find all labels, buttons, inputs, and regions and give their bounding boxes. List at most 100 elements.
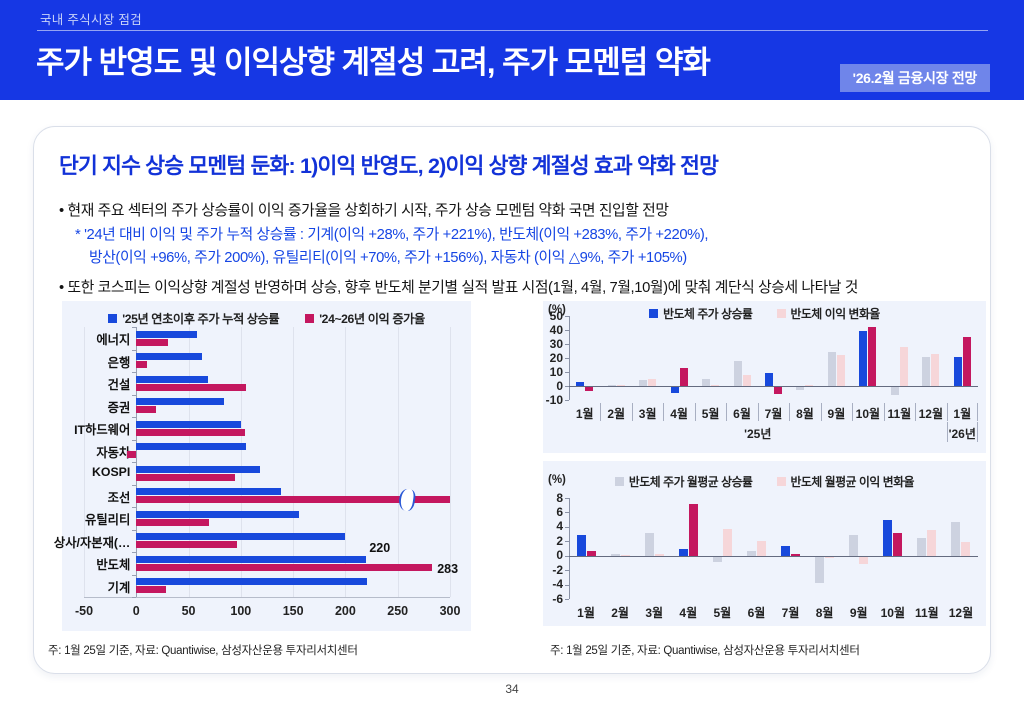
sub-bullet-line1: * '24년 대비 이익 및 주가 누적 상승률 : 기계(이익 +28%, 주… (75, 227, 709, 243)
bar (961, 542, 971, 556)
category-label: 상사/자본재(… (53, 535, 131, 550)
bar (962, 337, 971, 386)
bar (825, 556, 835, 558)
bar (670, 387, 679, 393)
y-tick-label: 40 (549, 322, 563, 337)
bar (827, 352, 836, 386)
month-label: 8월 (796, 407, 814, 421)
bar (756, 541, 766, 556)
y-axis-line (569, 316, 570, 400)
x-axis-line (84, 597, 450, 598)
sector-chart-legend: '25년 연초이후 주가 누적 상승률 '24~26년 이익 증가율 (62, 301, 471, 327)
bar (136, 383, 247, 391)
bar (742, 374, 751, 386)
y-tick (565, 316, 569, 317)
bar (922, 356, 931, 386)
month-label: 6월 (747, 606, 766, 620)
gridline (240, 327, 242, 597)
year-separator (946, 422, 948, 442)
category-label: 증권 (107, 400, 131, 415)
category-label: IT하드웨어 (74, 423, 131, 438)
category-axis-tick (132, 372, 137, 373)
x-tick-label: 50 (181, 604, 196, 618)
bar (805, 384, 814, 386)
y-tick-label: 4 (556, 519, 563, 534)
month-label: 9월 (827, 407, 846, 421)
month-label: 7월 (781, 606, 800, 620)
bar (765, 373, 773, 386)
bar (678, 548, 688, 556)
semis-monthly-chart-legend: 반도체 주가 상승률 반도체 이익 변화율 (543, 301, 986, 322)
semis-avg-chart-legend: 반도체 주가 월평균 상승률 반도체 월평균 이익 변화율 (543, 461, 986, 490)
gridline (397, 327, 399, 597)
bar (136, 496, 450, 504)
bar (585, 387, 594, 392)
y-tick (565, 498, 569, 499)
y-tick-label: -6 (552, 591, 563, 606)
bar (136, 488, 281, 496)
bar (136, 563, 433, 571)
edition-badge: '26.2월 금융시장 전망 (839, 64, 990, 92)
bar (648, 379, 657, 386)
month-separator (977, 403, 978, 421)
bar (136, 473, 235, 481)
month-separator (852, 403, 854, 421)
legend-item: 반도체 월평균 이익 변화율 (776, 473, 915, 490)
month-separator (694, 403, 696, 421)
bar (815, 556, 825, 584)
month-label: 4월 (670, 407, 688, 421)
legend-item: 반도체 주가 상승률 (649, 305, 753, 322)
month-label: 5월 (701, 407, 720, 421)
month-label: 3월 (645, 606, 664, 620)
bar (136, 541, 237, 549)
year-label: '26년 (948, 427, 976, 441)
legend-swatch (108, 313, 118, 323)
category-axis-tick (132, 552, 137, 553)
bar (791, 553, 801, 556)
year-label: '25년 (744, 427, 772, 441)
bar (586, 550, 596, 556)
month-label: 10월 (880, 606, 905, 620)
gridline (450, 327, 451, 597)
bar (136, 361, 147, 369)
category-axis-tick (132, 417, 137, 418)
legend-swatch (776, 309, 786, 318)
bullet-2: • 또한 코스피는 이익상향 계절성 반영하며 상승, 향후 반도체 분기별 실… (59, 280, 858, 296)
bar (711, 384, 720, 386)
legend-swatch (776, 477, 786, 486)
bar (774, 387, 782, 394)
bar (899, 346, 908, 386)
bar (796, 387, 805, 390)
kicker-text: 국내 주식시장 점검 (40, 13, 142, 27)
month-label: 5월 (713, 606, 732, 620)
x-tick-label: 0 (132, 604, 140, 618)
zero-line (569, 555, 978, 557)
y-tick (565, 584, 569, 586)
bar (883, 520, 893, 556)
bar (576, 381, 585, 386)
semis-monthly-chart-panel: (%) 반도체 주가 상승률 반도체 이익 변화율 50 40 30 20 10 0 -10 1… (543, 301, 986, 453)
month-separator (789, 403, 791, 421)
category-label: 유틸리티 (85, 513, 131, 528)
y-tick-label: 6 (556, 504, 563, 519)
category-axis-tick (132, 439, 137, 441)
year-separator (977, 422, 978, 442)
section-heading: 단기 지수 상승 모멘텀 둔화: 1)이익 반영도, 2)이익 상향 계절성 효… (59, 154, 719, 178)
sub-bullet-line2: 방산(이익 +96%, 주가 200%), 유틸리티(이익 +70%, 주가 +… (89, 250, 687, 266)
month-label: 6월 (733, 407, 751, 421)
sector-chart-panel: '25년 연초이후 주가 누적 상승률 '24~26년 이익 증가율 -50 0 50… (54, 301, 471, 631)
category-axis-tick (132, 597, 137, 598)
bar (953, 356, 962, 386)
bar (620, 554, 630, 556)
month-label: 12월 (918, 407, 943, 421)
semis-avg-chart-panel: (%) 반도체 주가 월평균 상승률 반도체 월평균 이익 변화율 8 6 4 2 0 -2… (543, 461, 986, 626)
source-note-left: 주: 1월 25일 기준, 자료: Quantiwise, 삼성자산운용 투자리… (48, 645, 358, 657)
bar (746, 551, 756, 556)
legend-item: 반도체 주가 월평균 상승률 (614, 473, 753, 490)
bar (610, 554, 620, 556)
y-tick-label: 2 (556, 533, 563, 548)
bar (136, 353, 203, 361)
category-axis-tick (132, 349, 137, 351)
month-separator (726, 403, 728, 421)
bar (688, 504, 698, 556)
